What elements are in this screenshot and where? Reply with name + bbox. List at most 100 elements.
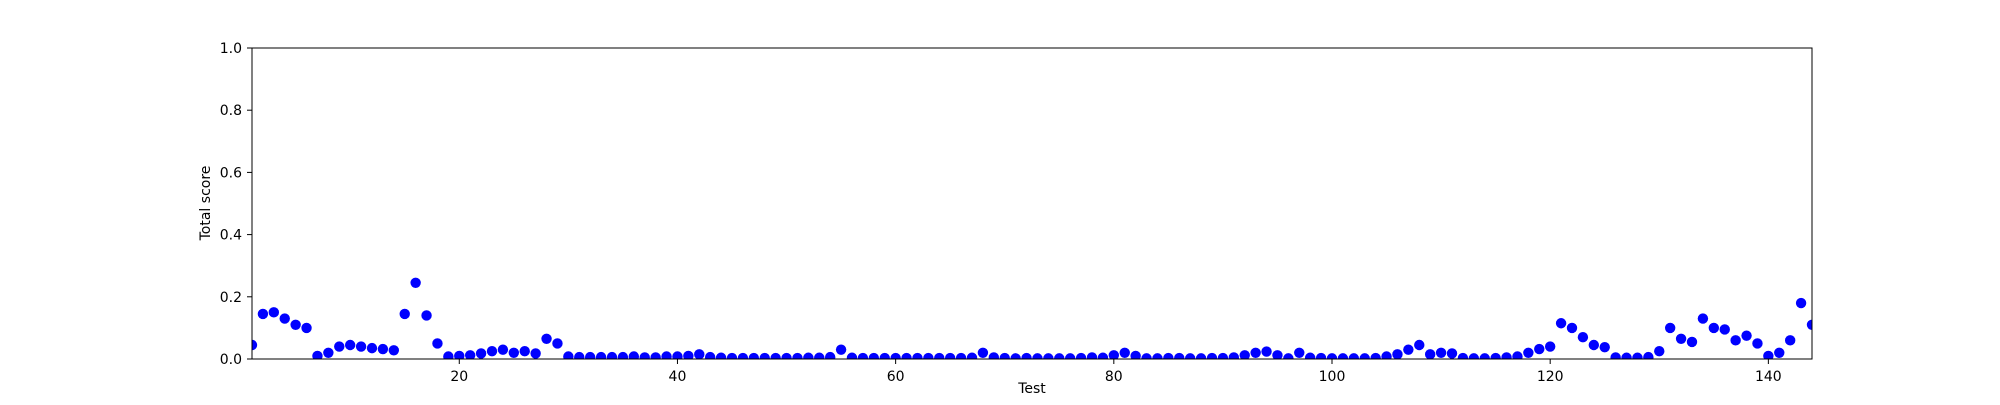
data-point <box>1774 347 1785 358</box>
data-point <box>257 308 269 320</box>
data-point <box>1664 322 1676 334</box>
data-point <box>1501 352 1512 359</box>
data-point <box>1708 322 1720 334</box>
data-point <box>1544 341 1556 352</box>
data-point <box>1032 353 1043 359</box>
data-point <box>1174 352 1185 359</box>
data-point <box>639 352 650 359</box>
data-point <box>1184 353 1196 359</box>
y-tick-label: 0.2 <box>220 290 242 306</box>
data-point <box>803 352 814 359</box>
data-point <box>694 349 705 359</box>
data-point <box>1403 344 1414 355</box>
data-point <box>1523 347 1534 358</box>
data-point <box>323 347 334 358</box>
data-point <box>1381 351 1392 359</box>
data-point <box>454 350 465 359</box>
y-tick-label: 0.8 <box>220 103 242 119</box>
data-point <box>1359 353 1370 359</box>
data-point <box>617 351 629 359</box>
data-point <box>1228 352 1240 359</box>
data-point <box>1643 351 1654 359</box>
data-point <box>252 339 258 351</box>
data-point <box>421 310 432 321</box>
x-tick-label: 40 <box>669 369 687 385</box>
data-point <box>781 352 792 359</box>
data-point <box>672 351 683 359</box>
data-point <box>977 347 989 358</box>
data-point <box>399 308 410 320</box>
data-point <box>1294 347 1305 358</box>
data-point <box>1566 322 1578 334</box>
data-point <box>1479 353 1490 359</box>
data-point <box>497 344 509 355</box>
data-point <box>377 343 389 355</box>
data-point <box>1719 324 1730 335</box>
data-point <box>1675 333 1687 344</box>
data-point <box>486 346 498 357</box>
data-point <box>1741 330 1752 341</box>
data-point <box>1141 353 1152 359</box>
data-point <box>1370 352 1381 359</box>
data-point <box>1217 352 1229 359</box>
data-point <box>268 307 280 318</box>
data-point <box>934 352 945 359</box>
data-point <box>1555 318 1567 329</box>
data-point <box>912 352 923 359</box>
data-point <box>628 351 640 359</box>
data-point <box>1315 352 1327 359</box>
data-point <box>879 352 890 359</box>
data-point <box>1239 350 1250 359</box>
data-point <box>1272 350 1283 359</box>
data-point <box>1686 336 1698 348</box>
data-point <box>1064 353 1076 359</box>
data-point <box>508 347 520 358</box>
data-point <box>1784 335 1796 346</box>
data-point <box>1577 332 1589 343</box>
data-point <box>1621 352 1632 359</box>
data-point <box>1086 352 1098 359</box>
data-point <box>1021 352 1032 359</box>
data-point <box>1610 352 1621 359</box>
data-point <box>1446 348 1458 359</box>
x-tick-label: 120 <box>1537 369 1564 385</box>
y-tick-label: 0.0 <box>220 352 242 368</box>
data-point <box>366 342 378 354</box>
data-point <box>1250 347 1261 358</box>
data-point <box>290 319 301 330</box>
data-point <box>1534 343 1545 355</box>
data-point <box>1054 353 1065 359</box>
data-point <box>574 351 585 359</box>
data-point <box>1468 353 1480 359</box>
data-point <box>1806 319 1812 330</box>
data-point <box>759 352 770 359</box>
data-point <box>1108 350 1120 359</box>
data-point <box>443 351 454 359</box>
data-point <box>1435 347 1447 358</box>
data-point <box>1414 339 1425 351</box>
data-point <box>530 348 541 359</box>
data-point <box>966 352 978 359</box>
data-point <box>1654 346 1665 357</box>
data-point <box>661 351 672 359</box>
x-tick-label: 80 <box>1105 369 1123 385</box>
data-point <box>1490 352 1501 359</box>
data-point <box>595 351 607 359</box>
data-point <box>650 352 661 359</box>
y-axis-label: Total score <box>198 166 214 242</box>
data-point <box>901 352 912 359</box>
data-point <box>388 345 400 356</box>
data-point <box>1043 353 1054 359</box>
data-point <box>1097 352 1109 359</box>
data-point <box>1152 353 1163 359</box>
data-point <box>835 344 847 355</box>
plot-frame <box>251 47 1813 360</box>
data-point <box>584 351 596 359</box>
data-point <box>519 346 530 357</box>
x-tick-label: 140 <box>1755 369 1782 385</box>
data-point <box>1392 349 1403 359</box>
x-tick-label: 60 <box>887 369 905 385</box>
data-point <box>1795 297 1807 309</box>
x-tick-label: 100 <box>1319 369 1346 385</box>
